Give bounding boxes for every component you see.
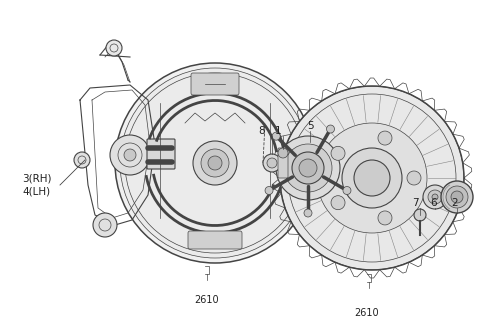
FancyBboxPatch shape xyxy=(191,73,239,95)
Circle shape xyxy=(423,185,447,209)
FancyBboxPatch shape xyxy=(188,231,242,249)
Circle shape xyxy=(263,154,281,172)
Circle shape xyxy=(342,148,402,208)
Circle shape xyxy=(265,187,273,195)
Circle shape xyxy=(106,40,122,56)
Circle shape xyxy=(304,209,312,217)
Circle shape xyxy=(284,144,332,192)
Circle shape xyxy=(267,158,277,168)
Circle shape xyxy=(278,148,288,158)
Text: 2610: 2610 xyxy=(355,308,379,318)
Circle shape xyxy=(292,152,324,184)
FancyBboxPatch shape xyxy=(147,139,175,169)
Circle shape xyxy=(280,86,464,270)
Circle shape xyxy=(343,187,351,195)
Circle shape xyxy=(378,211,392,225)
Text: 8: 8 xyxy=(259,126,265,136)
Circle shape xyxy=(331,196,345,210)
Circle shape xyxy=(299,159,317,177)
Circle shape xyxy=(74,152,90,168)
Circle shape xyxy=(193,141,237,185)
Circle shape xyxy=(432,194,438,200)
Circle shape xyxy=(441,181,473,213)
Circle shape xyxy=(446,186,468,208)
Text: 5: 5 xyxy=(307,121,313,131)
Circle shape xyxy=(124,149,136,161)
FancyBboxPatch shape xyxy=(278,148,288,178)
Circle shape xyxy=(110,135,150,175)
Circle shape xyxy=(208,156,222,170)
Circle shape xyxy=(272,132,280,140)
Circle shape xyxy=(428,190,442,204)
Circle shape xyxy=(378,131,392,145)
Circle shape xyxy=(201,149,229,177)
Circle shape xyxy=(93,213,117,237)
Circle shape xyxy=(120,68,310,258)
Text: 2610: 2610 xyxy=(195,295,219,305)
Circle shape xyxy=(414,209,426,221)
Text: 2: 2 xyxy=(452,198,458,208)
Text: 6: 6 xyxy=(431,198,437,208)
Circle shape xyxy=(276,136,340,200)
Text: 1: 1 xyxy=(275,126,281,136)
Circle shape xyxy=(407,171,421,185)
Circle shape xyxy=(451,191,463,203)
Circle shape xyxy=(317,123,427,233)
Circle shape xyxy=(354,160,390,196)
Text: 3(RH)
4(LH): 3(RH) 4(LH) xyxy=(22,173,51,197)
Circle shape xyxy=(331,146,345,160)
Text: 7: 7 xyxy=(412,198,418,208)
Circle shape xyxy=(115,63,315,263)
Circle shape xyxy=(326,125,335,133)
